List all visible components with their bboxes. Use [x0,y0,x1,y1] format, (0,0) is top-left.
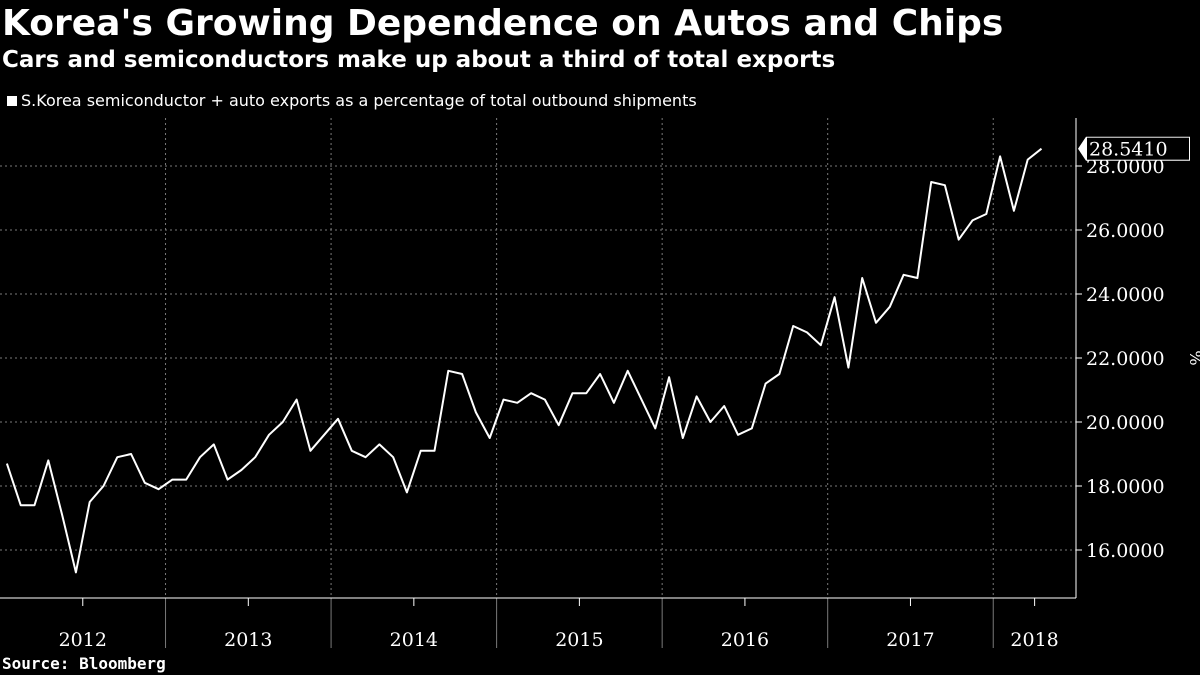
axis-layer [0,118,1082,648]
y-tick-label: 24.0000 [1086,284,1165,306]
year-label: 2013 [224,629,272,651]
y-tick-label: 16.0000 [1086,540,1165,562]
series-layer [5,147,1043,574]
series-line [5,147,1043,574]
source-note: Source: Bloomberg [2,654,166,673]
legend-label: S.Korea semiconductor + auto exports as … [21,91,697,110]
legend: S.Korea semiconductor + auto exports as … [7,90,697,112]
y-tick-label: 26.0000 [1086,220,1165,242]
year-label: 2014 [390,629,438,651]
chart-subtitle: Cars and semiconductors make up about a … [2,47,836,73]
y-tick-label: 20.0000 [1086,412,1165,434]
grid-layer [0,118,1076,598]
year-label: 2017 [886,629,934,651]
legend-swatch [7,96,17,106]
year-label: 2012 [59,629,107,651]
chart-title: Korea's Growing Dependence on Autos and … [2,3,1004,44]
year-label: 2015 [555,629,603,651]
year-label: 2018 [1010,629,1058,651]
last-value-box [1087,137,1189,160]
y-tick-label: 28.0000 [1086,156,1165,178]
y-tick-label: 22.0000 [1086,348,1165,370]
year-label: 2016 [721,629,769,651]
last-value-label: 28.5410 [1089,139,1168,161]
y-tick-label: 18.0000 [1086,476,1165,498]
y-axis-label: % [1186,350,1200,365]
label-layer: 2012 2013 2014 2015 2016 2017 2018 16.0000 18.00… [59,136,1200,651]
